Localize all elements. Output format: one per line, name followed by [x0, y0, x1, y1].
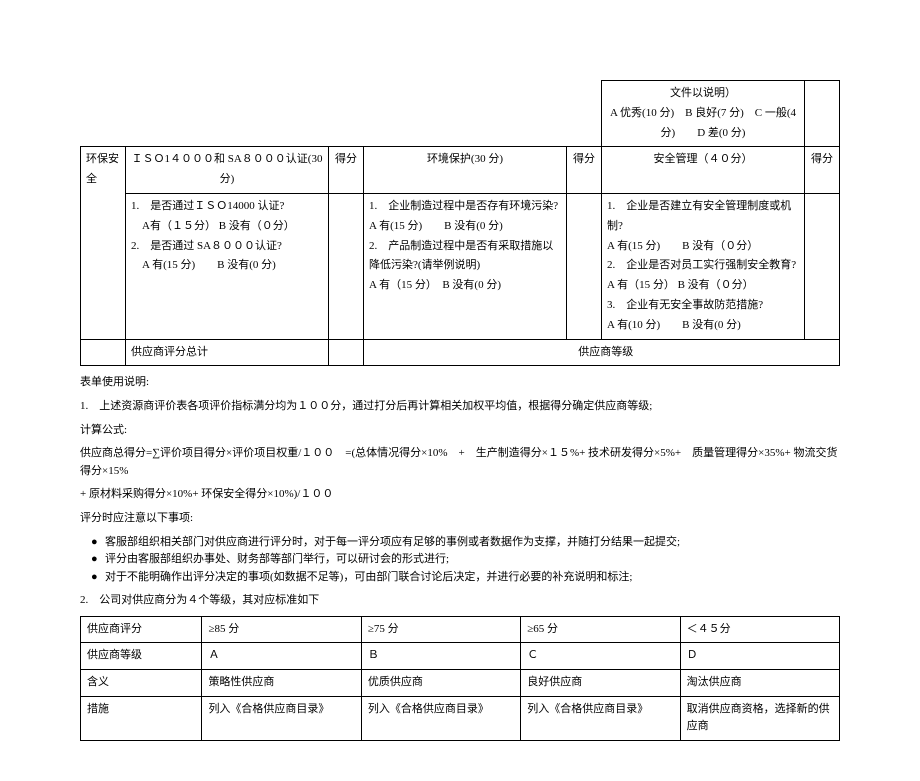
formula1: 供应商总得分=∑评价项目得分×评价项目权重/１００ =(总体情况得分×10% +…: [80, 445, 840, 480]
doc-note-score: A 优秀(10 分) B 良好(7 分) C 一般(4 分) D 差(0 分): [607, 104, 799, 144]
grade-h4: ≥65 分: [521, 616, 680, 643]
safety-body: 1. 企业是否建立有安全管理制度或机制? A 有(15 分) B 没有（０分） …: [602, 193, 805, 339]
grade-r2c2: Ａ: [202, 643, 361, 670]
formula-label: 计算公式:: [80, 422, 840, 440]
doc-note-cell: 文件以说明） A 优秀(10 分) B 良好(7 分) C 一般(4 分) D …: [602, 81, 805, 147]
grade-r4c2: 列入《合格供应商目录》: [202, 696, 361, 740]
note-line2: 2. 公司对供应商分为４个等级，其对应标准如下: [80, 592, 840, 610]
notes-section: 表单使用说明: 1. 上述资源商评价表各项评价指标满分均为１００分，通过打分后再…: [80, 374, 840, 610]
cert-score-cell: [328, 193, 363, 339]
doc-note-score-cell: [805, 81, 840, 147]
safety-q1: 1. 企业是否建立有安全管理制度或机制?: [607, 197, 799, 237]
cert-q2: 2. 是否通过 SA８０００认证?: [131, 237, 323, 257]
row-label: 环保安全: [81, 147, 126, 339]
grade-h3: ≥75 分: [361, 616, 520, 643]
env-q1a: A 有(15 分) B 没有(0 分): [369, 217, 561, 237]
env-score-cell: [566, 193, 601, 339]
bullet-icon: ●: [91, 569, 105, 587]
bullet-list: ●客服部组织相关部门对供应商进行评分时，对于每一评分项应有足够的事例或者数据作为…: [80, 534, 840, 587]
grade-r3c1: 含义: [81, 670, 202, 697]
grade-r4c5: 取消供应商资格，选择新的供应商: [680, 696, 839, 740]
note-line1: 1. 上述资源商评价表各项评价指标满分均为１００分，通过打分后再计算相关加权平均…: [80, 398, 840, 416]
safety-q3a: A 有(10 分) B 没有(0 分): [607, 316, 799, 336]
table-row: 供应商评分 ≥85 分 ≥75 分 ≥65 分 ＜４５分: [81, 616, 840, 643]
grade-h1: 供应商评分: [81, 616, 202, 643]
eval-label: 评分时应注意以下事项:: [80, 510, 840, 528]
env-q1: 1. 企业制造过程中是否存有环境污染?: [369, 197, 561, 217]
grade-r3c2: 策略性供应商: [202, 670, 361, 697]
grade-r4c3: 列入《合格供应商目录》: [361, 696, 520, 740]
grade-r2c4: Ｃ: [521, 643, 680, 670]
bullet-icon: ●: [91, 534, 105, 552]
safety-q1a: A 有(15 分) B 没有（０分）: [607, 237, 799, 257]
total-empty: [81, 339, 126, 366]
cert-q2a: A 有(15 分) B 没有(0 分): [131, 256, 323, 276]
cert-q1a: A有（１５分） B 没有（０分）: [131, 217, 323, 237]
grade-r4c4: 列入《合格供应商目录》: [521, 696, 680, 740]
grade-r3c3: 优质供应商: [361, 670, 520, 697]
grade-table: 供应商评分 ≥85 分 ≥75 分 ≥65 分 ＜４５分 供应商等级 Ａ Ｂ Ｃ…: [80, 616, 840, 741]
safety-q2: 2. 企业是否对员工实行强制安全教育?: [607, 256, 799, 276]
grade-h2: ≥85 分: [202, 616, 361, 643]
table-row: 供应商等级 Ａ Ｂ Ｃ Ｄ: [81, 643, 840, 670]
cert-header: ＩＳＯ1４０００和 SA８０００认证(30 分): [126, 147, 329, 194]
grade-r2c1: 供应商等级: [81, 643, 202, 670]
doc-note-label: 文件以说明）: [607, 84, 799, 104]
evaluation-table: 文件以说明） A 优秀(10 分) B 良好(7 分) C 一般(4 分) D …: [80, 80, 840, 366]
grade-h5: ＜４５分: [680, 616, 839, 643]
safety-score-header: 得分: [805, 147, 840, 194]
grade-r3c5: 淘汰供应商: [680, 670, 839, 697]
grade-r2c5: Ｄ: [680, 643, 839, 670]
cert-q1: 1. 是否通过ＩＳＯ14000 认证?: [131, 197, 323, 217]
safety-header: 安全管理（４０分）: [602, 147, 805, 194]
grade-r3c4: 良好供应商: [521, 670, 680, 697]
safety-score-cell: [805, 193, 840, 339]
total-label: 供应商评分总计: [126, 339, 329, 366]
table-row: 含义 策略性供应商 优质供应商 良好供应商 淘汰供应商: [81, 670, 840, 697]
bullet1: 客服部组织相关部门对供应商进行评分时，对于每一评分项应有足够的事例或者数据作为支…: [105, 534, 680, 552]
grade-r4c1: 措施: [81, 696, 202, 740]
env-q2a: A 有（15 分） B 没有(0 分): [369, 276, 561, 296]
usage-label: 表单使用说明:: [80, 374, 840, 392]
table-row: 措施 列入《合格供应商目录》 列入《合格供应商目录》 列入《合格供应商目录》 取…: [81, 696, 840, 740]
cert-score-header: 得分: [328, 147, 363, 194]
grade-row: 供应商等级: [363, 339, 839, 366]
safety-q3: 3. 企业有无安全事故防范措施?: [607, 296, 799, 316]
env-body: 1. 企业制造过程中是否存有环境污染? A 有(15 分) B 没有(0 分) …: [363, 193, 566, 339]
grade-r2c3: Ｂ: [361, 643, 520, 670]
bullet2: 评分由客服部组织办事处、财务部等部门举行，可以研讨会的形式进行;: [105, 551, 449, 569]
env-header: 环境保护(30 分): [363, 147, 566, 194]
cert-body: 1. 是否通过ＩＳＯ14000 认证? A有（１５分） B 没有（０分） 2. …: [126, 193, 329, 339]
formula2: + 原材料采购得分×10%+ 环保安全得分×10%)/１００: [80, 486, 840, 504]
env-q2: 2. 产品制造过程中是否有采取措施以降低污染?(请举例说明): [369, 237, 561, 277]
total-score-cell: [328, 339, 363, 366]
bullet-icon: ●: [91, 551, 105, 569]
safety-q2a: A 有（15 分） B 没有（０分）: [607, 276, 799, 296]
env-score-header: 得分: [566, 147, 601, 194]
grade-label: 供应商等级: [578, 346, 633, 358]
bullet3: 对于不能明确作出评分决定的事项(如数据不足等)，可由部门联合讨论后决定，并进行必…: [105, 569, 632, 587]
